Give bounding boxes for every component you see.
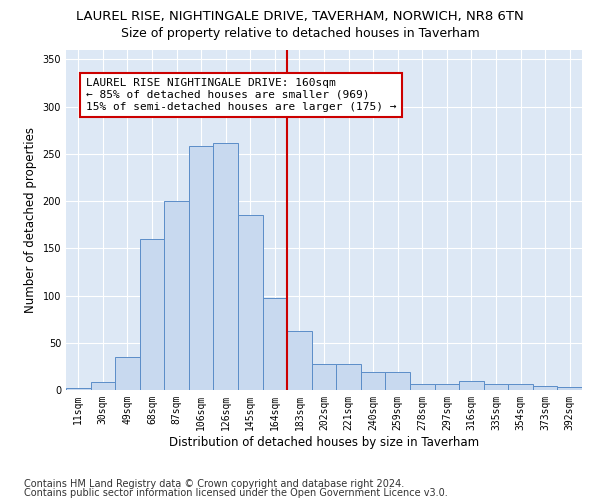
Bar — [410, 384, 434, 390]
Text: Contains HM Land Registry data © Crown copyright and database right 2024.: Contains HM Land Registry data © Crown c… — [24, 479, 404, 489]
Bar — [557, 387, 582, 390]
Bar — [312, 364, 336, 390]
Bar — [91, 382, 115, 390]
X-axis label: Distribution of detached houses by size in Taverham: Distribution of detached houses by size … — [169, 436, 479, 448]
Bar — [189, 146, 214, 390]
Bar — [459, 380, 484, 390]
Bar — [164, 201, 189, 390]
Bar — [484, 384, 508, 390]
Text: Size of property relative to detached houses in Taverham: Size of property relative to detached ho… — [121, 28, 479, 40]
Bar — [263, 298, 287, 390]
Bar — [238, 216, 263, 390]
Y-axis label: Number of detached properties: Number of detached properties — [24, 127, 37, 313]
Bar — [115, 357, 140, 390]
Text: LAUREL RISE NIGHTINGALE DRIVE: 160sqm
← 85% of detached houses are smaller (969): LAUREL RISE NIGHTINGALE DRIVE: 160sqm ← … — [86, 78, 396, 112]
Bar — [140, 239, 164, 390]
Bar — [287, 332, 312, 390]
Bar — [533, 386, 557, 390]
Bar — [434, 384, 459, 390]
Bar — [66, 388, 91, 390]
Bar — [361, 372, 385, 390]
Text: Contains public sector information licensed under the Open Government Licence v3: Contains public sector information licen… — [24, 488, 448, 498]
Bar — [508, 384, 533, 390]
Text: LAUREL RISE, NIGHTINGALE DRIVE, TAVERHAM, NORWICH, NR8 6TN: LAUREL RISE, NIGHTINGALE DRIVE, TAVERHAM… — [76, 10, 524, 23]
Bar — [214, 142, 238, 390]
Bar — [336, 364, 361, 390]
Bar — [385, 372, 410, 390]
